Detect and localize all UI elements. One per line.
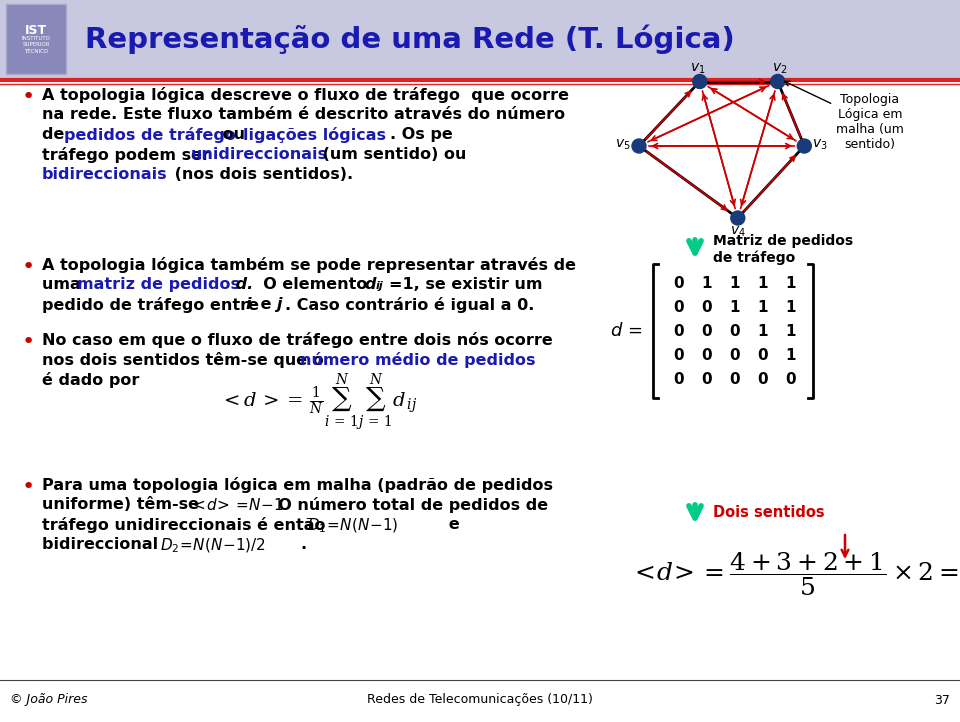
- Text: pedidos de tráfego: pedidos de tráfego: [64, 127, 236, 143]
- Text: No caso em que o fluxo de tráfego entre dois nós ocorre: No caso em que o fluxo de tráfego entre …: [42, 332, 553, 348]
- Text: © João Pires: © João Pires: [10, 694, 87, 707]
- Text: .: .: [300, 537, 306, 552]
- Bar: [0, 0, 960, 78]
- Text: $v_2$: $v_2$: [772, 61, 787, 76]
- Circle shape: [731, 211, 745, 225]
- Text: unidireccionais: unidireccionais: [191, 147, 328, 162]
- Text: tráfego unidireccionais é então: tráfego unidireccionais é então: [42, 517, 337, 533]
- Text: (nos dois sentidos).: (nos dois sentidos).: [169, 167, 353, 182]
- Text: . Caso contrário é igual a 0.: . Caso contrário é igual a 0.: [285, 297, 535, 313]
- Text: •: •: [22, 332, 36, 352]
- Text: 1: 1: [785, 277, 796, 292]
- Text: •: •: [22, 257, 36, 277]
- Text: ou: ou: [217, 127, 251, 142]
- Text: (um sentido) ou: (um sentido) ou: [317, 147, 467, 162]
- Text: Representação de uma Rede (T. Lógica): Representação de uma Rede (T. Lógica): [85, 25, 734, 53]
- Text: $v_1$: $v_1$: [690, 61, 706, 76]
- Text: 1: 1: [730, 300, 740, 316]
- Circle shape: [632, 139, 646, 153]
- Text: Matriz de pedidos
de tráfego: Matriz de pedidos de tráfego: [713, 234, 853, 265]
- Text: $v_3$: $v_3$: [811, 138, 828, 152]
- Text: 1: 1: [785, 349, 796, 363]
- Circle shape: [771, 74, 784, 89]
- Text: IST: IST: [25, 25, 47, 38]
- Text: i: i: [245, 297, 251, 312]
- Text: é dado por: é dado por: [42, 372, 139, 388]
- Text: d.: d.: [230, 277, 253, 292]
- Text: 1: 1: [785, 300, 796, 316]
- Text: A topologia lógica descreve o fluxo de tráfego  que ocorre: A topologia lógica descreve o fluxo de t…: [42, 87, 569, 103]
- Text: 0: 0: [757, 373, 768, 388]
- Text: e: e: [432, 517, 460, 532]
- Text: $<\!d\!>=\!N\!-\!1$: $<\!d\!>=\!N\!-\!1$: [190, 497, 284, 513]
- Text: d: d: [364, 277, 375, 292]
- Text: na rede. Este fluxo também é descrito através do número: na rede. Este fluxo também é descrito at…: [42, 107, 565, 122]
- Text: •: •: [22, 477, 36, 497]
- Text: uma: uma: [42, 277, 86, 292]
- Text: $v_4$: $v_4$: [730, 225, 746, 239]
- Text: 0: 0: [702, 324, 712, 339]
- Text: tráfego podem ser: tráfego podem ser: [42, 147, 216, 163]
- Text: 0: 0: [674, 349, 684, 363]
- Text: 0: 0: [730, 373, 740, 388]
- Text: j: j: [276, 297, 281, 312]
- Text: número médio de pedidos: número médio de pedidos: [300, 352, 536, 368]
- Text: $D_2\!=\!N(N\!-\!1)/2$: $D_2\!=\!N(N\!-\!1)/2$: [160, 537, 266, 555]
- Text: 0: 0: [674, 324, 684, 339]
- Text: $v_5$: $v_5$: [615, 138, 631, 152]
- Text: INSTITUTO
SUPERIOR
TÉCNICO: INSTITUTO SUPERIOR TÉCNICO: [21, 36, 51, 54]
- Text: $D_1\!=\!N(N\!-\!1)$: $D_1\!=\!N(N\!-\!1)$: [307, 517, 398, 536]
- Text: Redes de Telecomunicações (10/11): Redes de Telecomunicações (10/11): [367, 694, 593, 707]
- Text: 0: 0: [674, 373, 684, 388]
- Text: •: •: [22, 87, 36, 107]
- Text: 0: 0: [674, 277, 684, 292]
- Text: O número total de pedidos de: O número total de pedidos de: [267, 497, 548, 513]
- Text: ligações lógicas: ligações lógicas: [243, 127, 386, 143]
- Bar: [6, 4, 66, 74]
- Text: 0: 0: [702, 373, 712, 388]
- Text: 0: 0: [785, 373, 796, 388]
- Text: A topologia lógica também se pode representar através de: A topologia lógica também se pode repres…: [42, 257, 576, 273]
- Text: 1: 1: [730, 277, 740, 292]
- Text: 37: 37: [934, 694, 950, 707]
- Text: $d\,=$: $d\,=$: [610, 322, 643, 340]
- Text: . Os pe: . Os pe: [390, 127, 453, 142]
- Text: $<\!d\!>=\dfrac{4+3+2+1}{5}\times 2=4$: $<\!d\!>=\dfrac{4+3+2+1}{5}\times 2=4$: [630, 550, 960, 598]
- Text: Dois sentidos: Dois sentidos: [713, 505, 825, 520]
- Text: 1: 1: [785, 324, 796, 339]
- Text: 0: 0: [757, 349, 768, 363]
- Text: 0: 0: [674, 300, 684, 316]
- Text: 1: 1: [757, 277, 768, 292]
- Text: 0: 0: [730, 349, 740, 363]
- Text: 1: 1: [757, 324, 768, 339]
- Text: e: e: [255, 297, 277, 312]
- Text: bidireccionais: bidireccionais: [42, 167, 168, 182]
- Text: 0: 0: [730, 324, 740, 339]
- Text: uniforme) têm-se: uniforme) têm-se: [42, 497, 210, 512]
- Text: 0: 0: [702, 300, 712, 316]
- Text: de: de: [42, 127, 70, 142]
- Text: 0: 0: [702, 349, 712, 363]
- Text: =1, se existir um: =1, se existir um: [389, 277, 542, 292]
- Text: nos dois sentidos têm-se que o: nos dois sentidos têm-se que o: [42, 352, 329, 368]
- Text: Para uma topologia lógica em malha (padrão de pedidos: Para uma topologia lógica em malha (padr…: [42, 477, 553, 493]
- Circle shape: [798, 139, 811, 153]
- Text: Topologia
Lógica em
malha (um
sentido): Topologia Lógica em malha (um sentido): [784, 82, 904, 151]
- Text: bidireccional: bidireccional: [42, 537, 169, 552]
- Text: ij: ij: [376, 281, 384, 291]
- Text: matriz de pedidos: matriz de pedidos: [77, 277, 240, 292]
- Text: $< d\, >=\, \frac{1}{N}\sum_{i\,=\,1}^{N}\sum_{j\,=\,1}^{N} d_{\,ij}$: $< d\, >=\, \frac{1}{N}\sum_{i\,=\,1}^{N…: [220, 371, 417, 432]
- Text: pedido de tráfego entre: pedido de tráfego entre: [42, 297, 265, 313]
- Text: O elemento: O elemento: [252, 277, 373, 292]
- Text: 1: 1: [757, 300, 768, 316]
- Text: 1: 1: [702, 277, 712, 292]
- Circle shape: [693, 74, 707, 89]
